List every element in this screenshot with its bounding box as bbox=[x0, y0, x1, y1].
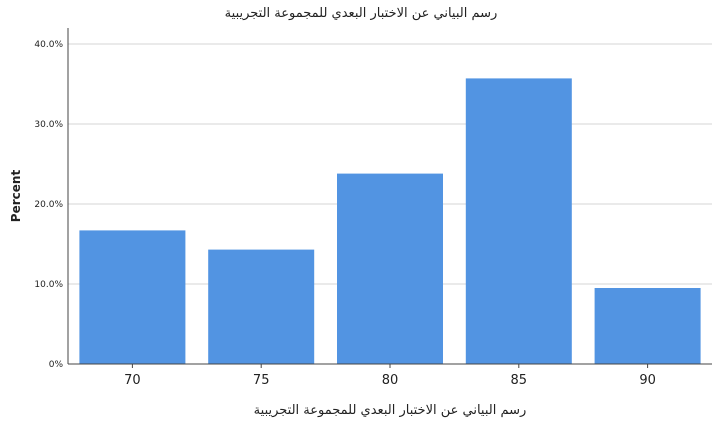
y-tick-label: 40.0% bbox=[34, 40, 63, 50]
x-tick-label-75: 75 bbox=[253, 373, 270, 388]
y-tick-label: 20.0% bbox=[34, 200, 63, 210]
x-tick-label-90: 90 bbox=[639, 373, 656, 388]
bar-75 bbox=[208, 249, 315, 364]
bar-90 bbox=[594, 288, 701, 364]
x-tick-label-80: 80 bbox=[382, 373, 399, 388]
y-tick-label: 10.0% bbox=[34, 280, 63, 290]
x-tick-label-85: 85 bbox=[511, 373, 528, 388]
bar-70 bbox=[79, 230, 186, 364]
chart-title: رسم البياني عن الاختبار البعدي للمجموعة … bbox=[225, 6, 498, 21]
x-axis-label: رسم البياني عن الاختبار البعدي للمجموعة … bbox=[254, 403, 527, 418]
y-tick-label: 0% bbox=[49, 360, 64, 370]
y-tick-label: 30.0% bbox=[34, 120, 63, 130]
x-tick-labels: 70 75 80 85 90 bbox=[124, 364, 656, 388]
y-axis-label: Percent bbox=[9, 170, 23, 223]
bar-80 bbox=[337, 173, 443, 364]
bars bbox=[79, 78, 701, 365]
bar-85 bbox=[465, 78, 572, 365]
y-tick-labels: 0% 10.0% 20.0% 30.0% 40.0% bbox=[34, 40, 63, 370]
x-tick-label-70: 70 bbox=[124, 373, 141, 388]
